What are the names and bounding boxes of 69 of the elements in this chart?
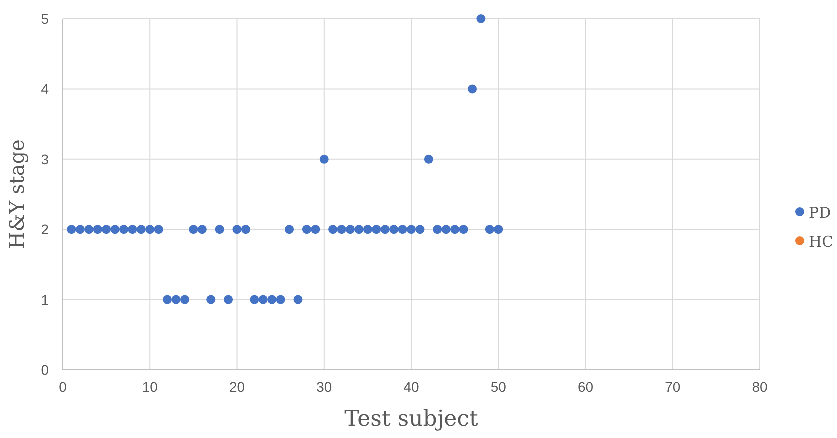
point	[250, 295, 260, 304]
legend-label: PD	[809, 204, 832, 222]
point	[189, 225, 198, 234]
point	[433, 225, 442, 234]
y-tick-label: 0	[41, 362, 50, 378]
point	[276, 295, 286, 304]
point	[84, 225, 94, 234]
point	[424, 154, 434, 164]
point	[154, 225, 164, 234]
x-tick-label: 0	[59, 379, 68, 395]
y-axis-title: H&Y stage	[5, 140, 29, 250]
point	[258, 295, 268, 304]
point	[442, 225, 451, 234]
point	[372, 225, 382, 234]
point	[119, 225, 128, 234]
point	[206, 295, 216, 304]
x-tick-label: 30	[316, 379, 332, 395]
legend-label: HC	[809, 233, 834, 251]
point	[450, 225, 460, 234]
y-tick-label: 1	[41, 292, 50, 308]
x-tick-label: 60	[578, 379, 594, 395]
point	[328, 225, 338, 234]
point	[398, 225, 408, 234]
point	[285, 225, 294, 234]
point	[136, 225, 146, 234]
point	[311, 225, 320, 234]
point	[459, 225, 468, 234]
point	[407, 225, 416, 234]
y-tick-label: 5	[41, 11, 50, 27]
point	[337, 225, 346, 234]
point	[198, 225, 207, 234]
point	[363, 225, 372, 234]
x-tick-label: 70	[665, 379, 681, 395]
x-tick-label: 10	[142, 379, 158, 395]
point	[241, 225, 250, 234]
point	[320, 154, 329, 164]
point	[390, 225, 399, 234]
point	[494, 225, 504, 234]
point	[416, 225, 425, 234]
point	[102, 225, 112, 234]
y-tick-label: 3	[41, 151, 50, 168]
point	[110, 225, 120, 234]
point	[76, 225, 85, 234]
x-axis-title: Test subject	[344, 407, 478, 432]
point	[302, 225, 312, 234]
y-tick-label: 2	[41, 222, 50, 238]
point	[180, 295, 190, 304]
point	[232, 225, 242, 234]
point	[93, 225, 102, 234]
point	[224, 295, 234, 304]
point	[146, 225, 155, 234]
point	[215, 225, 224, 234]
point	[380, 225, 390, 234]
x-tick-label: 20	[229, 379, 246, 395]
x-tick-label: 40	[404, 379, 420, 395]
point	[485, 225, 494, 234]
y-tick-label: 4	[41, 81, 50, 98]
x-tick-label: 50	[490, 379, 507, 395]
point	[354, 225, 364, 234]
point	[476, 14, 486, 24]
point	[268, 295, 277, 304]
point	[294, 295, 303, 304]
point	[128, 225, 138, 234]
point	[67, 225, 76, 234]
point	[163, 295, 172, 304]
x-tick-label: 80	[752, 379, 768, 395]
point	[468, 84, 477, 94]
point	[346, 225, 356, 234]
point	[172, 295, 181, 304]
